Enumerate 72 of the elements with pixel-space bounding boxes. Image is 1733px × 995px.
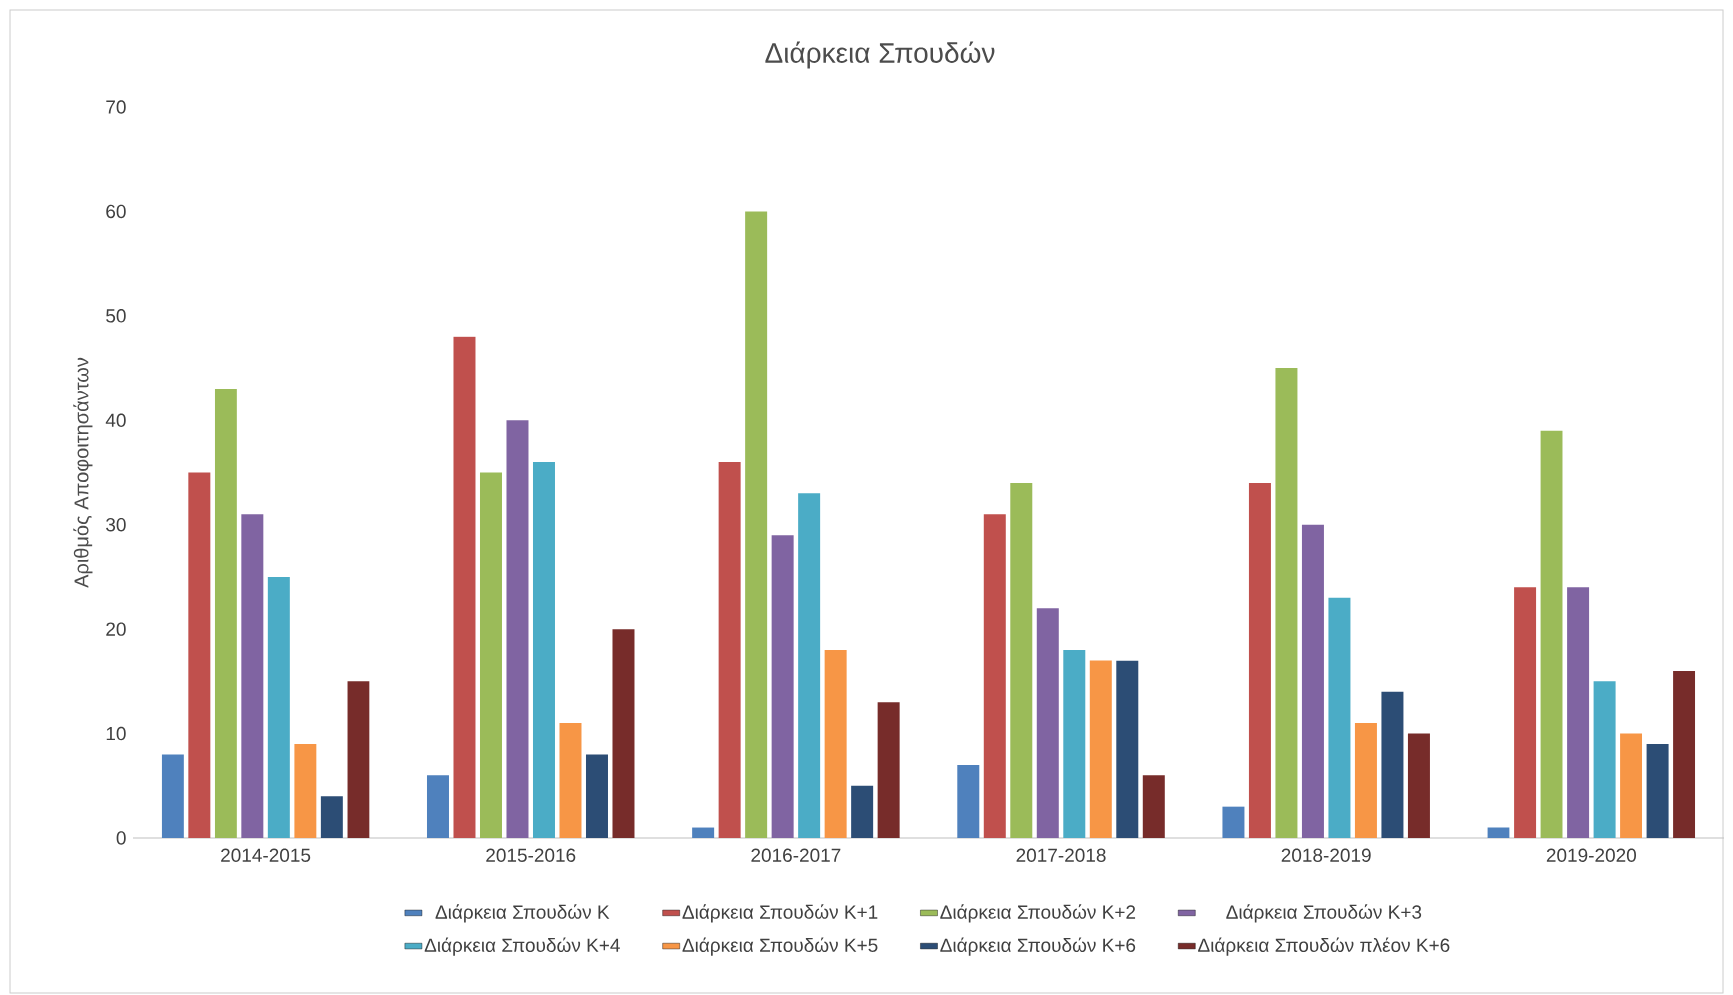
legend-label: Διάρκεια Σπουδών Κ+2 <box>940 904 1136 923</box>
bar <box>1063 650 1086 838</box>
bar <box>745 211 768 838</box>
bar <box>1354 723 1377 838</box>
y-tick-label: 50 <box>106 309 126 323</box>
x-tick-label: 2017-2018 <box>1016 848 1106 862</box>
bar <box>692 827 715 838</box>
bar <box>983 514 1006 838</box>
x-tick-label: 2016-2017 <box>751 848 841 862</box>
bar <box>1010 482 1033 838</box>
bar <box>188 472 211 838</box>
bar <box>1620 733 1643 838</box>
legend-label: Διάρκεια Σπουδών Κ+6 <box>940 937 1136 956</box>
y-tick-label: 0 <box>116 831 126 845</box>
bar <box>798 493 821 838</box>
bar <box>771 535 794 838</box>
bar <box>1116 660 1139 838</box>
bar <box>1407 733 1430 838</box>
x-tick-label: 2014-2015 <box>221 848 311 862</box>
bar <box>241 514 264 838</box>
bar <box>1646 744 1669 838</box>
x-tick-label: 2018-2019 <box>1281 848 1371 862</box>
bar <box>1248 482 1271 838</box>
bar <box>1514 587 1537 838</box>
bar <box>1328 597 1351 838</box>
bar <box>347 681 370 838</box>
bar <box>851 785 874 838</box>
bar <box>1487 827 1510 838</box>
bar <box>320 796 343 838</box>
bar <box>718 462 741 838</box>
bar <box>1567 587 1590 838</box>
legend-label: Διάρκεια Σπουδών Κ+1 <box>682 904 878 923</box>
x-tick-label: 2019-2020 <box>1546 848 1636 862</box>
bar <box>426 775 449 838</box>
bar <box>1089 660 1112 838</box>
legend-label: Διάρκεια Σπουδών Κ+5 <box>682 937 878 956</box>
y-tick-label: 70 <box>106 100 126 114</box>
bar <box>1142 775 1165 838</box>
y-tick-label: 20 <box>106 622 126 636</box>
y-axis-title: Αριθμός Αποφοιτησάντων <box>73 357 93 588</box>
bar <box>214 388 237 838</box>
legend-label: Διάρκεια Σπουδών Κ+4 <box>424 937 620 956</box>
legend-label: Διάρκεια Σπουδών Κ+3 <box>1226 904 1422 923</box>
bar <box>877 702 900 838</box>
bar <box>453 336 476 838</box>
y-tick-label: 10 <box>106 726 126 741</box>
bar <box>161 754 184 838</box>
bar <box>1381 691 1404 838</box>
bar <box>612 629 635 838</box>
bar <box>506 420 529 838</box>
bar <box>824 650 847 838</box>
bar <box>1301 524 1324 838</box>
y-tick-label: 30 <box>106 517 126 532</box>
x-tick-label: 2015-2016 <box>486 848 576 862</box>
bar <box>1540 430 1563 838</box>
bar <box>1036 608 1059 838</box>
bar <box>532 462 555 838</box>
bar <box>267 576 290 838</box>
bar <box>559 723 582 838</box>
bar <box>1593 681 1616 838</box>
y-tick-label: 60 <box>106 204 126 219</box>
legend-label: Διάρκεια Σπουδών πλέον Κ+6 <box>1198 937 1450 956</box>
legend-label: Διάρκεια Σπουδών Κ <box>435 904 610 923</box>
bar <box>1673 670 1696 838</box>
y-tick-label: 40 <box>105 413 126 427</box>
bar <box>585 754 608 838</box>
bar <box>479 472 502 838</box>
bar <box>1222 806 1245 838</box>
chart-title: Διάρκεια Σπουδών <box>765 41 995 69</box>
bar <box>1275 368 1298 838</box>
bar <box>294 744 317 838</box>
bar <box>957 764 980 838</box>
